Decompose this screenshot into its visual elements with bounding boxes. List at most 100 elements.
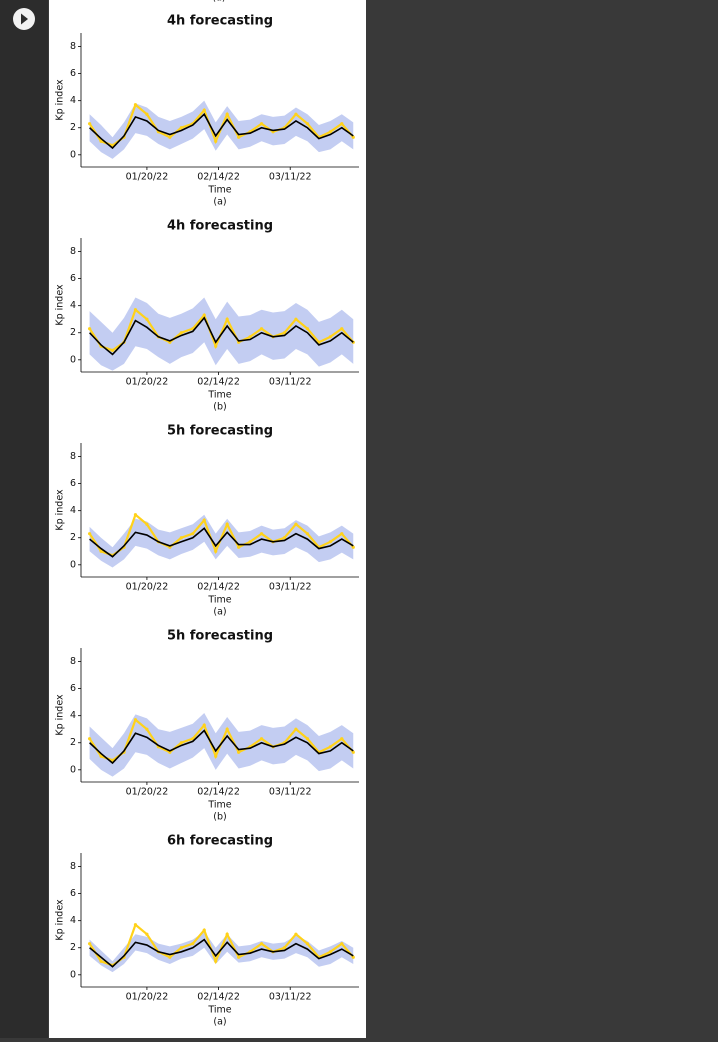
data-point bbox=[225, 522, 229, 526]
data-point bbox=[225, 317, 229, 321]
y-tick-label: 0 bbox=[70, 764, 76, 775]
data-point bbox=[237, 750, 241, 754]
data-point bbox=[225, 932, 229, 936]
data-point bbox=[99, 549, 103, 553]
data-point bbox=[179, 126, 183, 130]
data-point bbox=[110, 348, 115, 352]
data-point bbox=[168, 135, 172, 139]
data-point bbox=[179, 331, 183, 335]
data-point bbox=[87, 737, 92, 741]
data-point bbox=[145, 112, 149, 116]
y-tick-label: 4 bbox=[70, 300, 76, 311]
data-point bbox=[328, 950, 332, 954]
x-tick-label: 03/11/22 bbox=[269, 377, 312, 388]
series-line bbox=[89, 112, 354, 150]
data-point bbox=[237, 545, 241, 549]
y-tick-label: 8 bbox=[70, 861, 76, 872]
series-line bbox=[89, 527, 354, 558]
x-tick-label: 03/11/22 bbox=[269, 582, 312, 593]
data-point bbox=[294, 727, 298, 731]
x-tick-label: 01/20/22 bbox=[126, 787, 169, 798]
data-point bbox=[145, 727, 149, 731]
y-tick-label: 0 bbox=[70, 969, 76, 980]
y-axis-label: Kp index bbox=[55, 694, 66, 736]
data-point bbox=[259, 327, 264, 331]
data-point bbox=[259, 532, 264, 536]
y-tick-label: 0 bbox=[70, 354, 76, 365]
y-tick-label: 4 bbox=[70, 915, 76, 926]
data-point bbox=[294, 112, 298, 116]
data-point bbox=[168, 750, 172, 754]
chart-title: 5h forecasting bbox=[167, 629, 273, 644]
data-point bbox=[305, 942, 310, 946]
data-point bbox=[99, 959, 103, 963]
y-tick-label: 6 bbox=[70, 273, 76, 284]
uncertainty-band bbox=[89, 931, 354, 973]
y-tick-label: 2 bbox=[70, 327, 76, 338]
data-point bbox=[87, 942, 92, 946]
y-tick-label: 6 bbox=[70, 683, 76, 694]
data-point bbox=[145, 522, 149, 526]
data-point bbox=[259, 122, 264, 126]
chart-title: 6h forecasting bbox=[167, 834, 273, 849]
caption: (a) bbox=[213, 1017, 226, 1028]
series-line bbox=[88, 922, 355, 967]
y-tick-label: 8 bbox=[70, 41, 76, 52]
data-point bbox=[340, 327, 344, 331]
x-tick-label: 01/20/22 bbox=[126, 582, 169, 593]
x-axis-label: Time bbox=[207, 1005, 231, 1016]
data-point bbox=[351, 750, 355, 754]
data-point bbox=[225, 727, 229, 731]
y-tick-label: 2 bbox=[70, 122, 76, 133]
data-point bbox=[145, 317, 149, 321]
data-point bbox=[133, 103, 138, 107]
data-point bbox=[351, 955, 355, 959]
data-point bbox=[340, 737, 344, 741]
y-tick-label: 8 bbox=[70, 451, 76, 462]
y-axis-label: Kp index bbox=[55, 79, 66, 121]
series-line bbox=[89, 729, 354, 765]
data-point bbox=[133, 923, 138, 927]
data-point bbox=[305, 737, 310, 741]
data-point bbox=[191, 942, 195, 946]
data-point bbox=[179, 536, 183, 540]
play-button[interactable] bbox=[13, 8, 35, 30]
data-point bbox=[133, 718, 138, 722]
data-point bbox=[294, 522, 298, 526]
uncertainty-band bbox=[89, 514, 354, 568]
data-point bbox=[202, 928, 206, 932]
chart-title: 4h forecasting bbox=[167, 14, 273, 29]
data-point bbox=[191, 737, 195, 741]
data-point bbox=[168, 955, 172, 959]
x-axis-label: Time bbox=[207, 595, 231, 606]
data-point bbox=[351, 135, 355, 139]
caption: (a) bbox=[212, 0, 225, 4]
data-point bbox=[305, 327, 310, 331]
x-tick-label: 01/20/22 bbox=[126, 172, 169, 183]
data-point bbox=[133, 308, 138, 312]
y-tick-label: 4 bbox=[70, 95, 76, 106]
series-line bbox=[88, 512, 355, 557]
data-point bbox=[340, 532, 344, 536]
document-page bbox=[49, 0, 366, 1038]
data-point bbox=[202, 108, 206, 112]
data-point bbox=[259, 737, 264, 741]
data-point bbox=[340, 122, 344, 126]
data-point bbox=[214, 139, 218, 143]
data-point bbox=[202, 313, 206, 317]
data-point bbox=[214, 754, 218, 758]
data-point bbox=[328, 335, 332, 339]
data-point bbox=[133, 513, 138, 517]
y-axis-label: Kp index bbox=[55, 489, 66, 531]
series-line bbox=[89, 316, 354, 356]
data-point bbox=[99, 754, 103, 758]
x-tick-label: 01/20/22 bbox=[126, 377, 169, 388]
x-tick-label: 03/11/22 bbox=[269, 992, 312, 1003]
caption: (a) bbox=[213, 607, 226, 618]
data-point bbox=[294, 317, 298, 321]
x-tick-label: 02/14/22 bbox=[197, 992, 240, 1003]
data-point bbox=[214, 344, 218, 348]
data-point bbox=[237, 955, 241, 959]
data-point bbox=[214, 959, 218, 963]
